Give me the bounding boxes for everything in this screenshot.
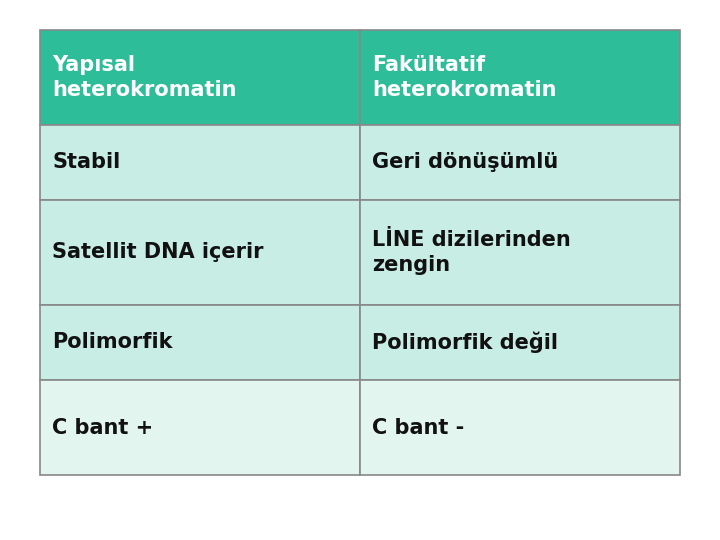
Bar — [360, 200, 680, 305]
Bar — [40, 305, 360, 380]
Bar — [40, 30, 360, 125]
Text: Geri dönüşümlü: Geri dönüşümlü — [372, 152, 558, 172]
Text: Satellit DNA içerir: Satellit DNA içerir — [52, 242, 264, 262]
Text: Polimorfik: Polimorfik — [52, 333, 173, 353]
Text: LİNE dizilerinden
zengin: LİNE dizilerinden zengin — [372, 230, 571, 275]
Text: C bant +: C bant + — [52, 417, 153, 437]
Bar — [360, 125, 680, 200]
Bar — [360, 305, 680, 380]
Text: Polimorfik değil: Polimorfik değil — [372, 332, 558, 353]
Text: Yapısal
heterokromatin: Yapısal heterokromatin — [52, 55, 236, 100]
Bar — [40, 125, 360, 200]
Bar — [360, 30, 680, 125]
Bar — [40, 380, 360, 475]
Bar — [360, 380, 680, 475]
Text: C bant -: C bant - — [372, 417, 464, 437]
Text: Fakültatif
heterokromatin: Fakültatif heterokromatin — [372, 55, 557, 100]
Bar — [40, 200, 360, 305]
Text: Stabil: Stabil — [52, 152, 120, 172]
